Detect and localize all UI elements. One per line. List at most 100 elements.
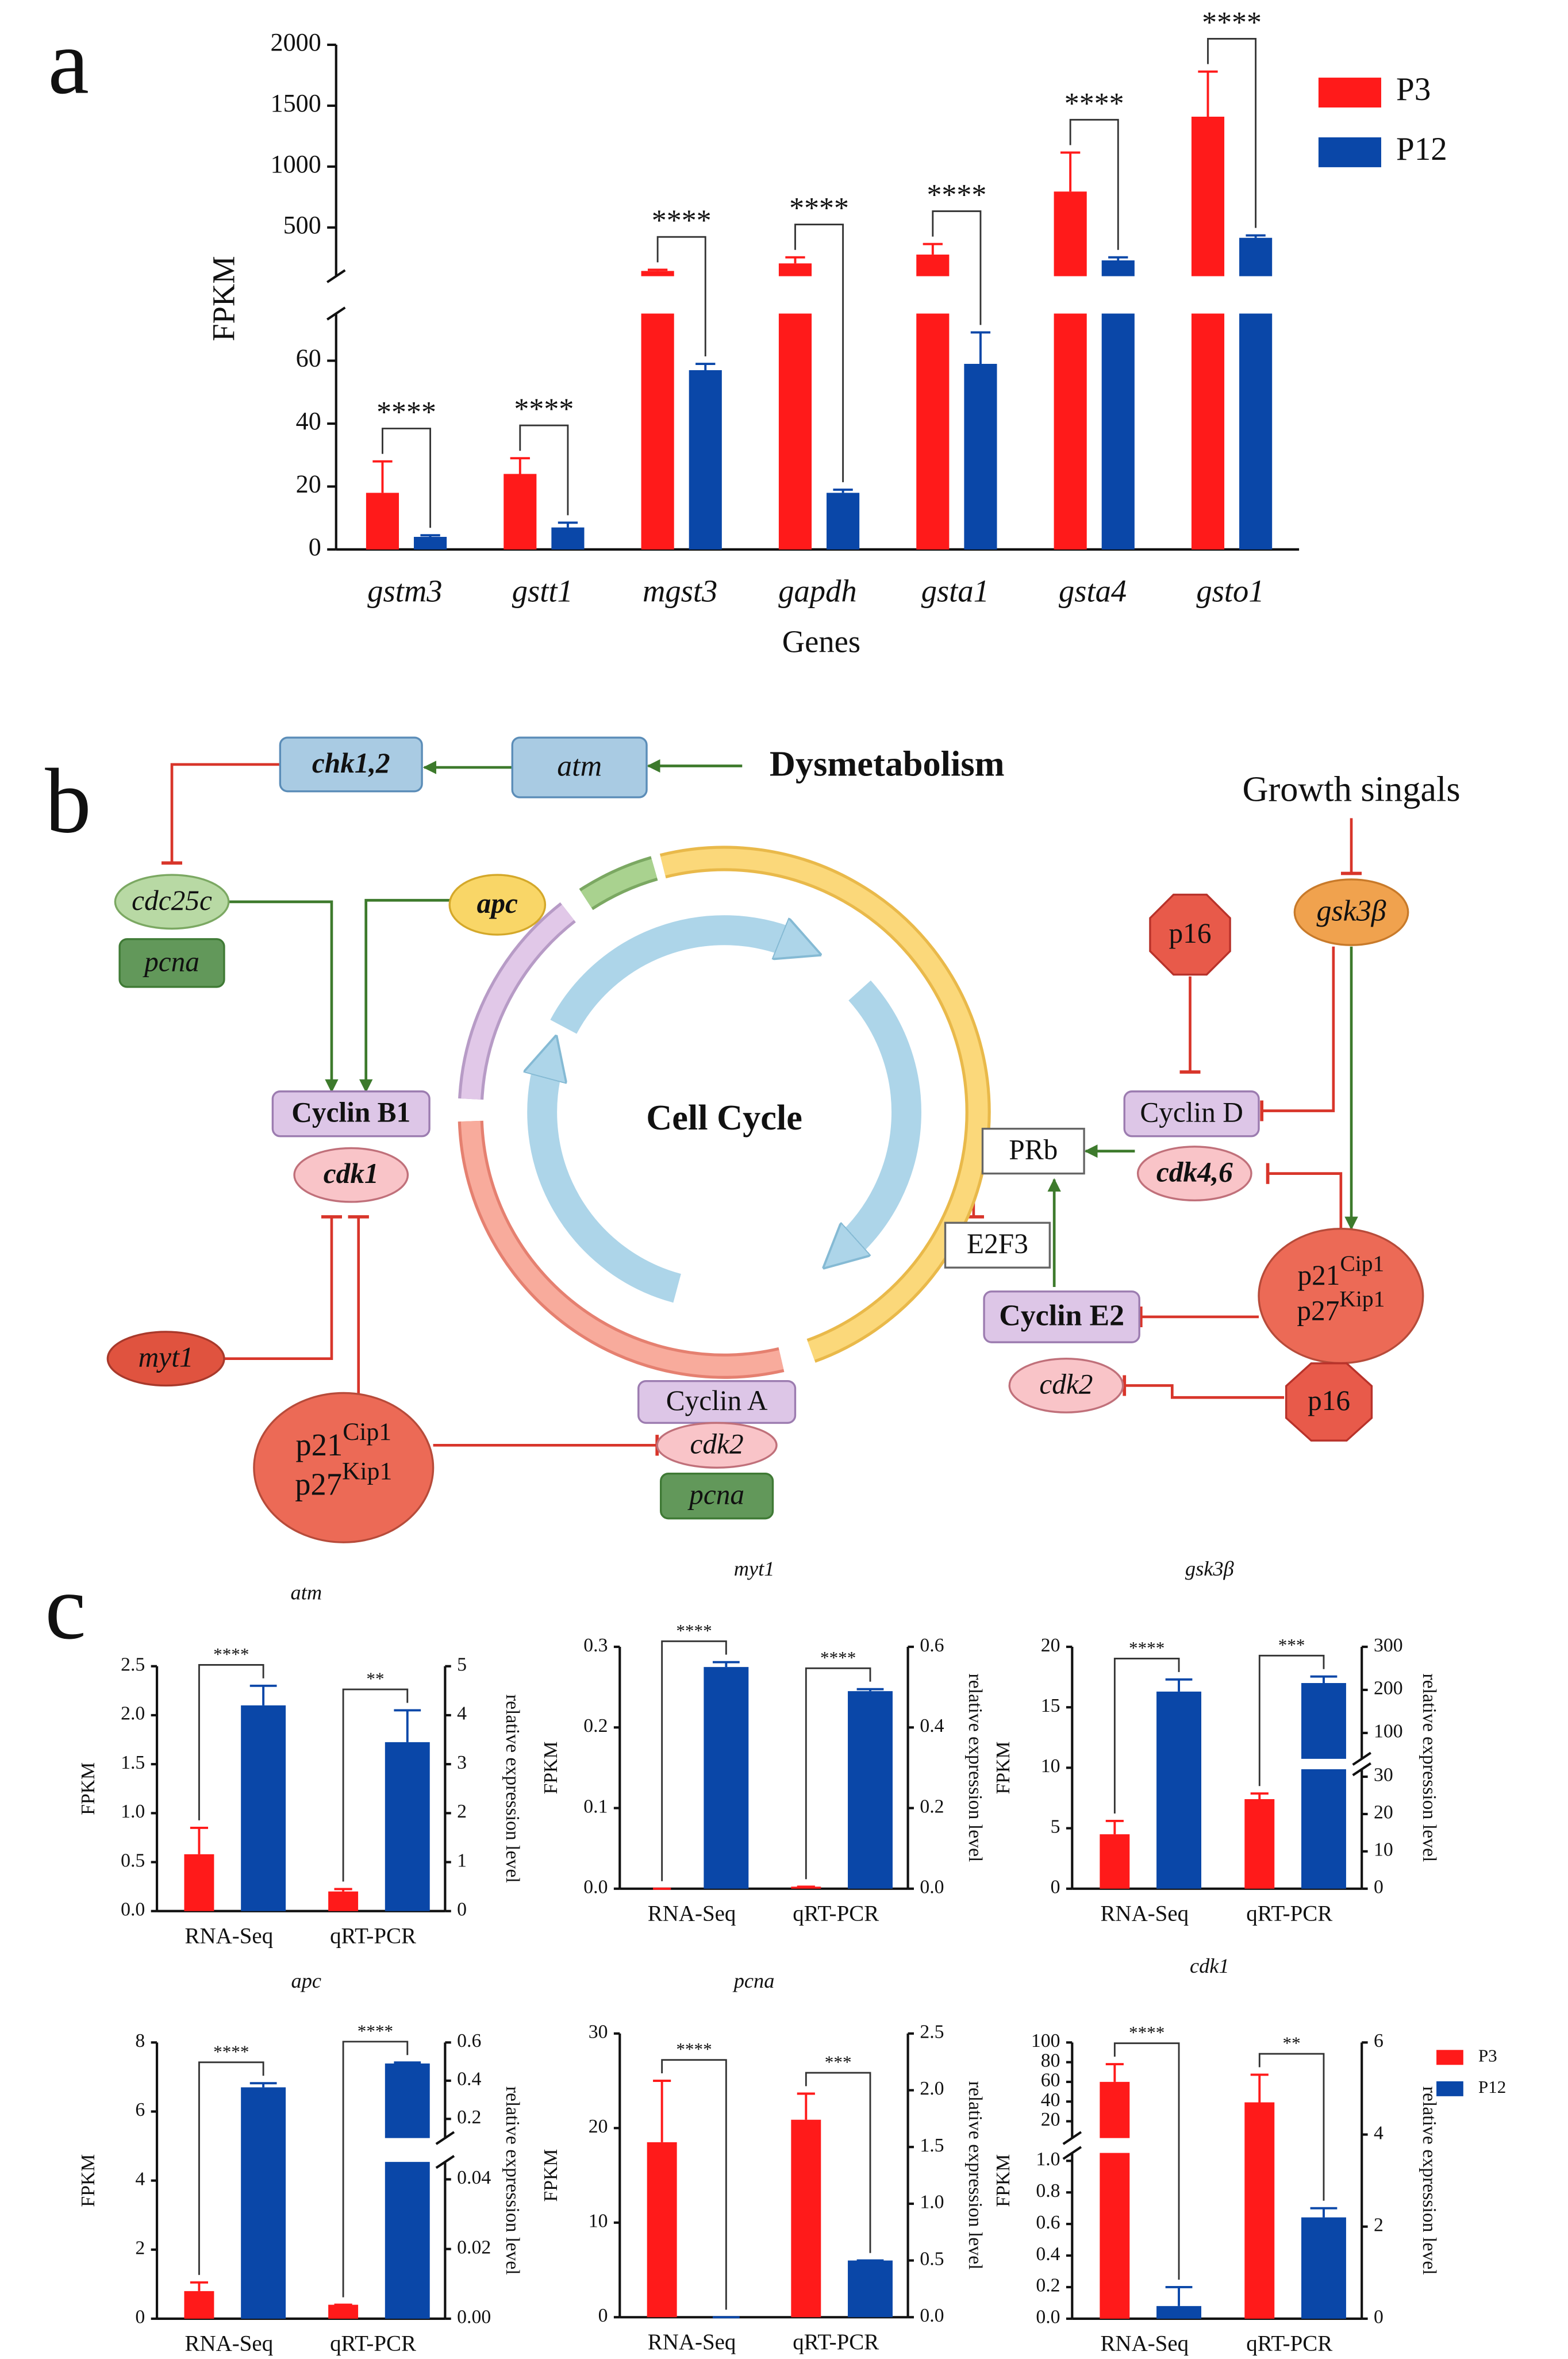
legend-label: P12 bbox=[1396, 131, 1447, 167]
tick-label: 0 bbox=[309, 533, 321, 561]
legend-swatch bbox=[1318, 78, 1381, 108]
node-box bbox=[981, 1127, 1085, 1175]
arrow bbox=[359, 898, 450, 1093]
error-bar bbox=[1198, 70, 1218, 117]
error-bar bbox=[394, 2061, 421, 2064]
tick-label: 1 bbox=[457, 1850, 467, 1871]
node-label-text: p27 bbox=[1297, 1295, 1339, 1327]
x-tick-label: gstm3 bbox=[367, 573, 442, 608]
x-tick-label: qRT-PCR bbox=[330, 2331, 416, 2356]
tick-label: 40 bbox=[1041, 2089, 1060, 2111]
bar bbox=[704, 1667, 749, 1889]
bar bbox=[328, 1891, 359, 1911]
y2-axis-label: relative expression level bbox=[1419, 2087, 1440, 2275]
chart-title: myt1 bbox=[734, 1557, 775, 1580]
ring-segment bbox=[660, 848, 988, 1360]
tick-label: 0.00 bbox=[457, 2307, 491, 2328]
error-bar bbox=[785, 256, 805, 264]
node-octagon bbox=[1285, 1362, 1373, 1442]
y2-axis-label: relative expression level bbox=[964, 1673, 986, 1862]
chart-title: atm bbox=[291, 1581, 322, 1604]
tick-label: 20 bbox=[1041, 1635, 1060, 1656]
x-tick-label: gapdh bbox=[778, 573, 856, 608]
chart-title: gsk3β bbox=[1185, 1557, 1235, 1580]
tick-label: 0 bbox=[1374, 1877, 1383, 1898]
bar bbox=[641, 271, 674, 550]
chart-title: cdk1 bbox=[1190, 1954, 1229, 1977]
significance-label: **** bbox=[676, 2039, 712, 2059]
tick-label: 0.2 bbox=[457, 2107, 481, 2128]
tick-label: 0.0 bbox=[920, 2305, 944, 2326]
tick-label: 6 bbox=[1374, 2030, 1383, 2051]
legend-swatch bbox=[1436, 2050, 1463, 2065]
error-bar bbox=[249, 1684, 277, 1705]
bar bbox=[1100, 1834, 1130, 1889]
error-bar bbox=[1250, 2073, 1269, 2103]
axis-break bbox=[1062, 2146, 1082, 2160]
node-box bbox=[1123, 1090, 1260, 1138]
node-label: p27Kip1 bbox=[1297, 1286, 1385, 1327]
bar bbox=[1191, 116, 1225, 550]
node-label: pcna bbox=[143, 946, 199, 977]
tick-label: 40 bbox=[296, 407, 321, 435]
panel-label: c bbox=[45, 1555, 86, 1658]
significance-bracket bbox=[1207, 37, 1257, 228]
node-ellipse bbox=[253, 1392, 435, 1543]
node-label: Cyclin E2 bbox=[999, 1299, 1124, 1332]
error-bar bbox=[923, 243, 943, 255]
bar bbox=[1244, 1799, 1275, 1889]
tick-label: 0.6 bbox=[920, 1635, 944, 1656]
significance-bracket bbox=[342, 1688, 409, 1882]
bar bbox=[1301, 2217, 1346, 2319]
error-bar bbox=[712, 1661, 740, 1668]
error-bar bbox=[653, 2080, 671, 2142]
significance-bracket bbox=[661, 2059, 727, 2310]
tick-label: 2.0 bbox=[121, 1703, 145, 1724]
node-label: Growth singals bbox=[1242, 770, 1460, 809]
inhibition bbox=[161, 763, 281, 865]
tick-label: 0.6 bbox=[1036, 2212, 1060, 2233]
node-label: cdk2 bbox=[690, 1428, 744, 1459]
bar bbox=[328, 2304, 359, 2319]
significance-bracket bbox=[656, 236, 706, 357]
x-tick-label: mgst3 bbox=[643, 573, 717, 608]
tick-label: 300 bbox=[1374, 1635, 1403, 1656]
tick-label: 0.0 bbox=[1036, 2307, 1060, 2328]
error-bar bbox=[1246, 234, 1266, 238]
tick-label: 1.5 bbox=[920, 2135, 944, 2156]
y2-axis-label: relative expression level bbox=[1419, 1673, 1440, 1862]
bar bbox=[184, 1854, 214, 1911]
tick-label: 0.0 bbox=[583, 1877, 608, 1898]
tick-label: 0.2 bbox=[583, 1715, 608, 1736]
bar bbox=[385, 2063, 430, 2319]
node-label: myt1 bbox=[139, 1342, 194, 1373]
tick-label: 5 bbox=[457, 1654, 467, 1676]
bar bbox=[504, 474, 537, 550]
bar bbox=[1054, 191, 1087, 550]
tick-label: 4 bbox=[135, 2168, 145, 2189]
tick-label: 0 bbox=[598, 2305, 608, 2326]
tick-label: 0.2 bbox=[920, 1796, 944, 1817]
y-axis-label: FPKM bbox=[206, 256, 241, 341]
cycle-arrow bbox=[846, 980, 921, 1248]
x-tick-label: RNA-Seq bbox=[648, 2330, 736, 2354]
significance-bracket bbox=[661, 1640, 727, 1881]
axis-break bbox=[435, 2155, 455, 2169]
x-tick-label: gstt1 bbox=[512, 573, 573, 608]
bar bbox=[385, 1742, 430, 1911]
bar bbox=[689, 370, 722, 550]
cycle-arrow bbox=[550, 915, 793, 1034]
x-tick-label: RNA-Seq bbox=[185, 2331, 274, 2356]
node-label: cdk4,6 bbox=[1156, 1157, 1233, 1188]
error-bar bbox=[334, 1888, 352, 1892]
cycle-title: Cell Cycle bbox=[646, 1098, 802, 1138]
x-tick-label: qRT-PCR bbox=[793, 1901, 879, 1926]
tick-label: 20 bbox=[589, 2116, 608, 2137]
node-ellipse bbox=[114, 874, 230, 930]
tick-label: 0.0 bbox=[121, 1899, 145, 1920]
node-label: Cyclin D bbox=[1140, 1097, 1243, 1128]
panel-label: b bbox=[45, 749, 91, 852]
bar bbox=[241, 1705, 286, 1911]
y-axis-label: FPKM bbox=[540, 1741, 562, 1794]
